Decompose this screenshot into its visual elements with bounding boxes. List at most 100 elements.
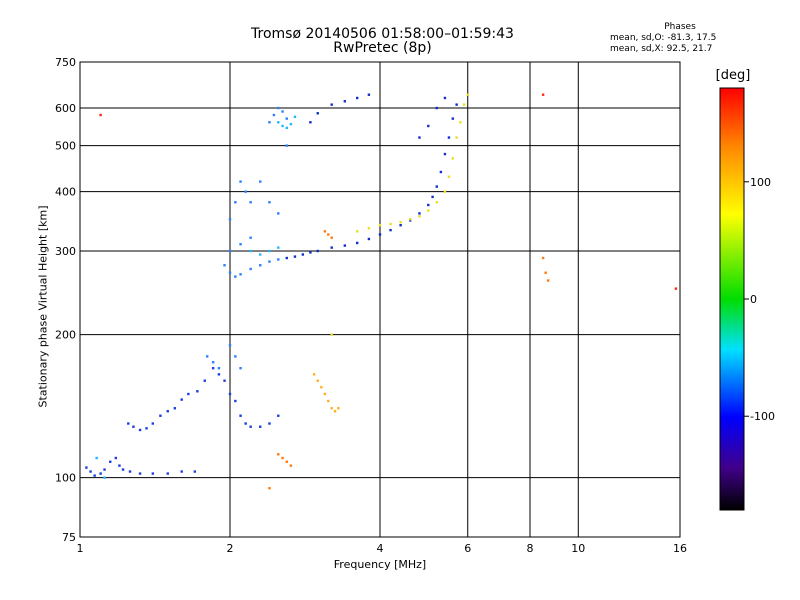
data-point <box>389 222 392 226</box>
x-tick-label: 6 <box>464 542 471 555</box>
plot-frame <box>79 61 681 538</box>
y-tick-label: 75 <box>62 531 76 544</box>
y-tick-label: 750 <box>55 56 76 69</box>
data-point <box>389 228 392 232</box>
data-point <box>109 460 112 463</box>
data-point <box>323 392 327 396</box>
data-point <box>281 110 284 113</box>
x-tick-label: 2 <box>227 542 234 555</box>
data-point <box>435 201 438 204</box>
data-point <box>378 233 382 236</box>
data-point <box>316 249 319 253</box>
data-point <box>268 121 271 124</box>
data-point <box>277 453 280 456</box>
data-point <box>259 253 262 256</box>
data-point <box>166 410 169 413</box>
data-point <box>439 170 443 174</box>
data-point <box>268 201 271 204</box>
y-tick-label: 200 <box>55 329 76 342</box>
data-point <box>447 175 451 178</box>
data-point <box>312 373 316 376</box>
data-point <box>118 464 121 467</box>
data-point <box>399 224 402 227</box>
data-point <box>239 243 242 246</box>
data-point <box>234 201 237 204</box>
data-points <box>85 93 678 490</box>
data-point <box>228 344 232 347</box>
data-point <box>285 144 288 147</box>
data-point <box>277 258 280 261</box>
data-point <box>103 476 106 479</box>
data-point <box>95 456 98 460</box>
data-point <box>277 121 280 124</box>
data-point <box>277 212 280 215</box>
data-point <box>343 100 347 103</box>
data-point <box>343 244 347 247</box>
data-point <box>268 487 271 490</box>
colorbar-tick-label: 0 <box>750 293 757 306</box>
data-point <box>85 466 88 469</box>
data-point <box>145 427 148 430</box>
data-point <box>281 456 284 460</box>
data-point <box>259 264 262 267</box>
x-tick-label: 16 <box>673 542 687 555</box>
data-point <box>211 366 215 370</box>
x-tick-label: 1 <box>77 542 84 555</box>
data-point <box>217 373 221 376</box>
data-point <box>330 407 333 410</box>
data-point <box>89 470 92 473</box>
data-point <box>103 468 106 471</box>
x-tick-label: 10 <box>571 542 585 555</box>
data-point <box>268 249 271 253</box>
data-point <box>367 227 371 230</box>
data-point <box>330 236 333 239</box>
y-tick-label: 100 <box>55 472 76 485</box>
data-point <box>228 249 232 253</box>
data-point <box>355 241 359 245</box>
data-point <box>327 233 330 236</box>
data-point <box>234 275 237 278</box>
data-point <box>93 474 96 477</box>
data-point <box>447 136 451 139</box>
data-point <box>114 456 118 460</box>
data-point <box>259 425 262 428</box>
data-point <box>268 260 271 263</box>
data-point <box>138 428 142 432</box>
phase-stats-title: Phases <box>664 22 696 32</box>
data-point <box>196 390 199 393</box>
data-point <box>281 124 284 128</box>
x-axis-label: Frequency [MHz] <box>333 558 427 571</box>
data-point <box>293 255 297 258</box>
data-point <box>435 185 438 188</box>
data-point <box>244 190 247 193</box>
y-tick-label: 400 <box>55 186 76 199</box>
data-point <box>228 392 232 396</box>
data-point <box>249 249 252 253</box>
data-point <box>674 287 678 290</box>
data-point <box>180 470 183 473</box>
data-point <box>309 121 312 124</box>
data-point <box>205 355 209 358</box>
data-point <box>316 112 319 115</box>
data-point <box>234 355 237 358</box>
data-point <box>378 224 382 227</box>
data-point <box>151 422 155 425</box>
data-point <box>99 472 102 475</box>
chart-title: Tromsø 20140506 01:58:00–01:59:43 <box>251 26 514 42</box>
y-tick-label: 600 <box>55 102 76 115</box>
data-point <box>427 209 430 212</box>
data-point <box>285 126 288 130</box>
data-point <box>193 470 197 473</box>
data-point <box>459 121 462 124</box>
data-point <box>249 201 252 204</box>
data-point <box>330 103 333 106</box>
colorbar <box>719 87 745 511</box>
data-point <box>244 422 247 425</box>
data-point <box>355 230 359 233</box>
data-point <box>159 414 162 417</box>
data-point <box>431 195 434 199</box>
y-tick-label: 500 <box>55 140 76 153</box>
data-point <box>418 212 421 215</box>
data-point <box>418 215 421 218</box>
